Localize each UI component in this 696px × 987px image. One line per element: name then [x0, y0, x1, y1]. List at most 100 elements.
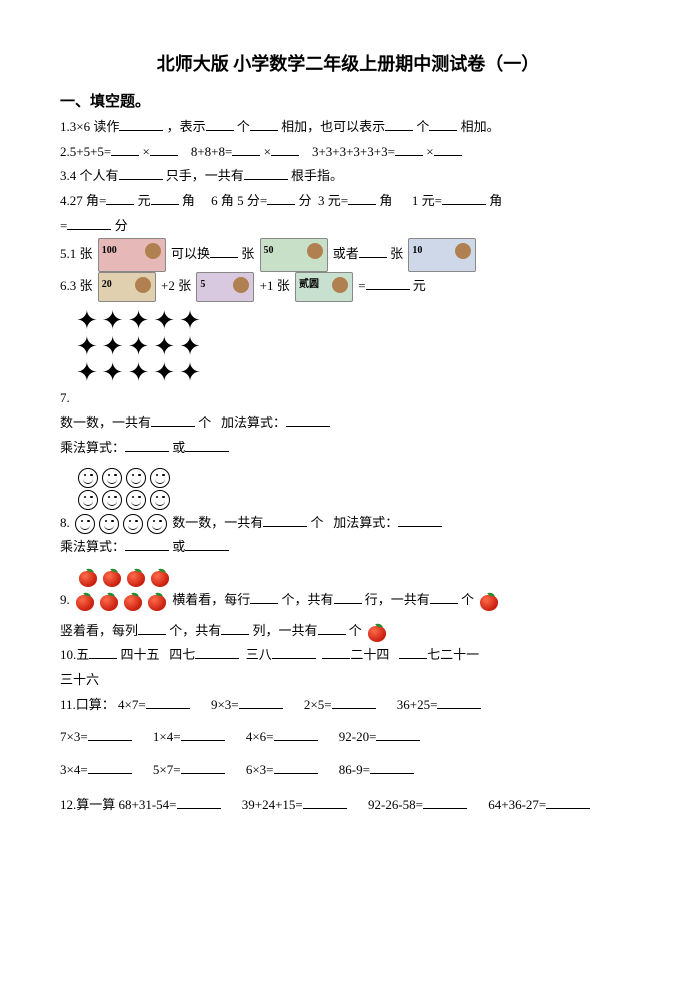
blank[interactable] — [125, 536, 169, 551]
blank[interactable] — [263, 512, 307, 527]
blank[interactable] — [210, 243, 238, 258]
apple-icon — [150, 567, 170, 587]
blank[interactable] — [434, 141, 462, 156]
q10b: 三十六 — [60, 668, 636, 693]
money-50: 50 — [260, 238, 328, 272]
blank[interactable] — [111, 141, 139, 156]
q12: 12.算一算 68+31-54= 39+24+15= 92-26-58= 64+… — [60, 793, 636, 818]
q11-r3: 3×4= 5×7= 6×3= 86-9= — [60, 758, 636, 783]
q3: 3.4 个人有 只手，一共有 根手指。 — [60, 164, 636, 189]
blank[interactable] — [151, 412, 195, 427]
blank[interactable] — [250, 116, 278, 131]
apple-icon — [147, 591, 167, 611]
blank[interactable] — [181, 726, 225, 741]
blank[interactable] — [232, 141, 260, 156]
smiley-icon — [123, 514, 143, 534]
q8-smileys-inline — [73, 515, 169, 530]
smiley-icon — [126, 490, 146, 510]
smiley-icon — [75, 514, 95, 534]
blank[interactable] — [271, 141, 299, 156]
apple-icon — [367, 622, 387, 642]
money-20: 20 — [98, 272, 156, 302]
blank[interactable] — [366, 275, 410, 290]
money-10: 10 — [408, 238, 476, 272]
blank[interactable] — [185, 437, 229, 452]
q9-apples-r1 — [76, 566, 636, 588]
blank[interactable] — [399, 644, 427, 659]
q7-l2: 乘法算式： 或 — [60, 436, 636, 461]
blank[interactable] — [348, 190, 376, 205]
blank[interactable] — [206, 116, 234, 131]
blank[interactable] — [303, 794, 347, 809]
blank[interactable] — [239, 694, 283, 709]
blank[interactable] — [185, 536, 229, 551]
blank[interactable] — [250, 589, 278, 604]
blank[interactable] — [376, 726, 420, 741]
blank[interactable] — [88, 726, 132, 741]
q1-prefix: 1.3×6 读作 — [60, 119, 119, 134]
blank[interactable] — [359, 243, 387, 258]
blank[interactable] — [244, 165, 288, 180]
blank[interactable] — [322, 644, 350, 659]
exam-page: 北师大版 小学数学二年级上册期中测试卷（一） 一、填空题。 1.3×6 读作 ，… — [0, 0, 696, 857]
money-100: 100 — [98, 238, 166, 272]
blank[interactable] — [442, 190, 486, 205]
blank[interactable] — [125, 437, 169, 452]
blank[interactable] — [88, 759, 132, 774]
blank[interactable] — [429, 116, 457, 131]
blank[interactable] — [395, 141, 423, 156]
q4b: = 分 — [60, 214, 636, 239]
blank[interactable] — [150, 141, 178, 156]
blank[interactable] — [119, 165, 163, 180]
smiley-icon — [150, 490, 170, 510]
apple-icon — [479, 591, 499, 611]
smiley-icon — [78, 490, 98, 510]
q7-stars: ✦✦✦✦✦✦✦✦✦✦✦✦✦✦✦ — [76, 308, 636, 386]
blank[interactable] — [267, 190, 295, 205]
blank[interactable] — [138, 620, 166, 635]
blank[interactable] — [318, 620, 346, 635]
smiley-row — [76, 489, 636, 511]
money-2: 贰圆 — [295, 272, 353, 302]
blank[interactable] — [151, 190, 179, 205]
blank[interactable] — [195, 644, 239, 659]
blank[interactable] — [67, 215, 111, 230]
blank[interactable] — [398, 512, 442, 527]
q8-l1: 8. 数一数，一共有 个 加法算式： — [60, 511, 636, 536]
smiley-icon — [147, 514, 167, 534]
smiley-icon — [102, 490, 122, 510]
blank[interactable] — [119, 116, 163, 131]
q1: 1.3×6 读作 ，表示 个 相加，也可以表示 个 相加。 — [60, 115, 636, 140]
apple-icon — [123, 591, 143, 611]
blank[interactable] — [106, 190, 134, 205]
blank[interactable] — [272, 644, 316, 659]
q10: 10.五 四十五 四七 三八 二十四 七二十一 — [60, 643, 636, 668]
q9-l2: 竖着看，每列 个，共有 列，一共有 个 — [60, 619, 636, 644]
blank[interactable] — [177, 794, 221, 809]
q11-r2: 7×3= 1×4= 4×6= 92-20= — [60, 725, 636, 750]
blank[interactable] — [437, 694, 481, 709]
q2: 2.5+5+5= × 8+8+8= × 3+3+3+3+3+3= × — [60, 140, 636, 165]
blank[interactable] — [286, 412, 330, 427]
blank[interactable] — [274, 759, 318, 774]
section-1-head: 一、填空题。 — [60, 90, 636, 111]
q11-r1: 11.口算： 4×7= 9×3= 2×5= 36+25= — [60, 693, 636, 718]
smiley-icon — [78, 468, 98, 488]
blank[interactable] — [370, 759, 414, 774]
blank[interactable] — [423, 794, 467, 809]
blank[interactable] — [385, 116, 413, 131]
smiley-icon — [99, 514, 119, 534]
star-row: ✦✦✦✦✦ — [76, 360, 636, 386]
blank[interactable] — [181, 759, 225, 774]
blank[interactable] — [332, 694, 376, 709]
exam-title: 北师大版 小学数学二年级上册期中测试卷（一） — [60, 50, 636, 76]
blank[interactable] — [430, 589, 458, 604]
q4: 4.27 角= 元 角 6 角 5 分= 分 3 元= 角 1 元= 角 — [60, 189, 636, 214]
blank[interactable] — [546, 794, 590, 809]
q5: 5.1 张 100 可以换 张 50 或者 张 10 — [60, 238, 636, 272]
blank[interactable] — [334, 589, 362, 604]
blank[interactable] — [274, 726, 318, 741]
blank[interactable] — [146, 694, 190, 709]
blank[interactable] — [221, 620, 249, 635]
blank[interactable] — [89, 644, 117, 659]
